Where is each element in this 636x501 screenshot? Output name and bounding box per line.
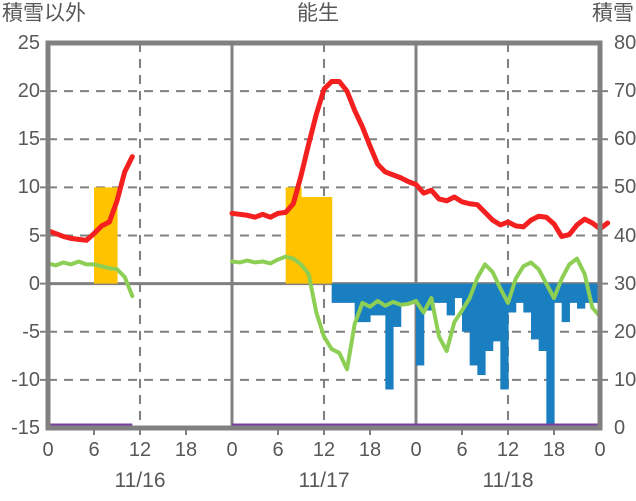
bar-series-precipitation_orange	[94, 187, 333, 284]
y-tick-label-right: 70	[614, 80, 636, 103]
data-line	[46, 259, 135, 299]
bar	[546, 283, 555, 427]
bar	[408, 283, 417, 303]
bar	[109, 187, 118, 284]
bar	[477, 283, 486, 376]
bar	[416, 283, 425, 366]
bar	[293, 187, 302, 284]
x-tick-label: 0	[594, 439, 606, 461]
y-tick-label-left: 5	[28, 224, 40, 247]
y-tick-label-left: 10	[17, 176, 40, 199]
x-tick-label: 18	[542, 439, 566, 461]
bar	[339, 283, 348, 303]
y-tick-label-right: 40	[614, 224, 636, 247]
line-series-temperature_red	[45, 79, 611, 243]
bar	[377, 283, 386, 316]
x-tick-label: 6	[88, 439, 100, 461]
x-tick-label: 12	[312, 439, 336, 461]
bar	[469, 283, 478, 366]
y-tick-label-left: 0	[28, 272, 40, 295]
bar	[531, 283, 540, 340]
y-tick-label-left: -10	[11, 368, 40, 391]
data-line	[45, 154, 135, 243]
y-tick-label-right: 80	[614, 32, 636, 54]
bar	[500, 283, 509, 390]
bar	[569, 283, 578, 303]
x-tick-label: 0	[42, 439, 54, 461]
bar	[515, 283, 524, 303]
y-tick-label-left: -15	[11, 417, 40, 439]
x-tick-label: 0	[226, 439, 238, 461]
y-tick-label-right: 50	[614, 176, 636, 199]
bar	[523, 283, 532, 313]
x-tick-label: 18	[174, 439, 198, 461]
bar	[331, 283, 340, 303]
y-tick-label-left: 15	[17, 128, 40, 151]
line-series-humidity_green	[46, 254, 602, 372]
y-tick-label-right: 20	[614, 320, 636, 343]
bar	[485, 283, 494, 351]
bar	[423, 283, 432, 311]
y-tick-label-left: 20	[17, 80, 40, 103]
bar	[446, 283, 455, 316]
bar	[431, 283, 440, 303]
bar	[285, 187, 294, 284]
bar	[347, 283, 356, 303]
bar	[508, 283, 517, 313]
y-tick-label-right: 10	[614, 368, 636, 391]
bar	[439, 283, 448, 303]
bar	[385, 283, 394, 390]
bar	[592, 283, 601, 303]
bar	[538, 283, 547, 351]
right-axis-title: 積雪	[592, 2, 634, 25]
bar	[94, 187, 103, 284]
y-tick-label-right: 0	[614, 417, 626, 439]
bar	[400, 283, 409, 303]
bar	[308, 197, 317, 284]
bar	[301, 197, 310, 284]
y-tick-label-left: -5	[22, 320, 40, 343]
bar	[101, 187, 110, 284]
bar	[316, 197, 325, 284]
bar	[577, 283, 586, 309]
x-tick-label: 0	[410, 439, 422, 461]
y-tick-label-left: 25	[17, 32, 40, 54]
left-axis-title: 積雪以外	[2, 2, 86, 25]
x-tick-label: 12	[496, 439, 520, 461]
x-tick-label: 6	[456, 439, 468, 461]
x-day-label: 11/17	[298, 469, 350, 492]
x-day-label: 11/18	[482, 469, 534, 492]
bar	[454, 283, 463, 299]
data-line	[229, 79, 611, 239]
chart-title: 能生	[297, 2, 339, 25]
x-tick-label: 6	[272, 439, 284, 461]
x-day-label: 11/16	[114, 469, 166, 492]
y-tick-label-right: 60	[614, 128, 636, 151]
x-tick-label: 18	[358, 439, 382, 461]
bar	[492, 283, 501, 342]
bar	[561, 283, 570, 323]
bar	[324, 197, 333, 284]
data-line	[230, 254, 602, 372]
bar	[354, 283, 363, 323]
bar	[370, 283, 379, 316]
y-tick-label-right: 30	[614, 272, 636, 295]
bar	[462, 283, 471, 332]
x-tick-label: 12	[128, 439, 152, 461]
bar	[554, 283, 563, 303]
